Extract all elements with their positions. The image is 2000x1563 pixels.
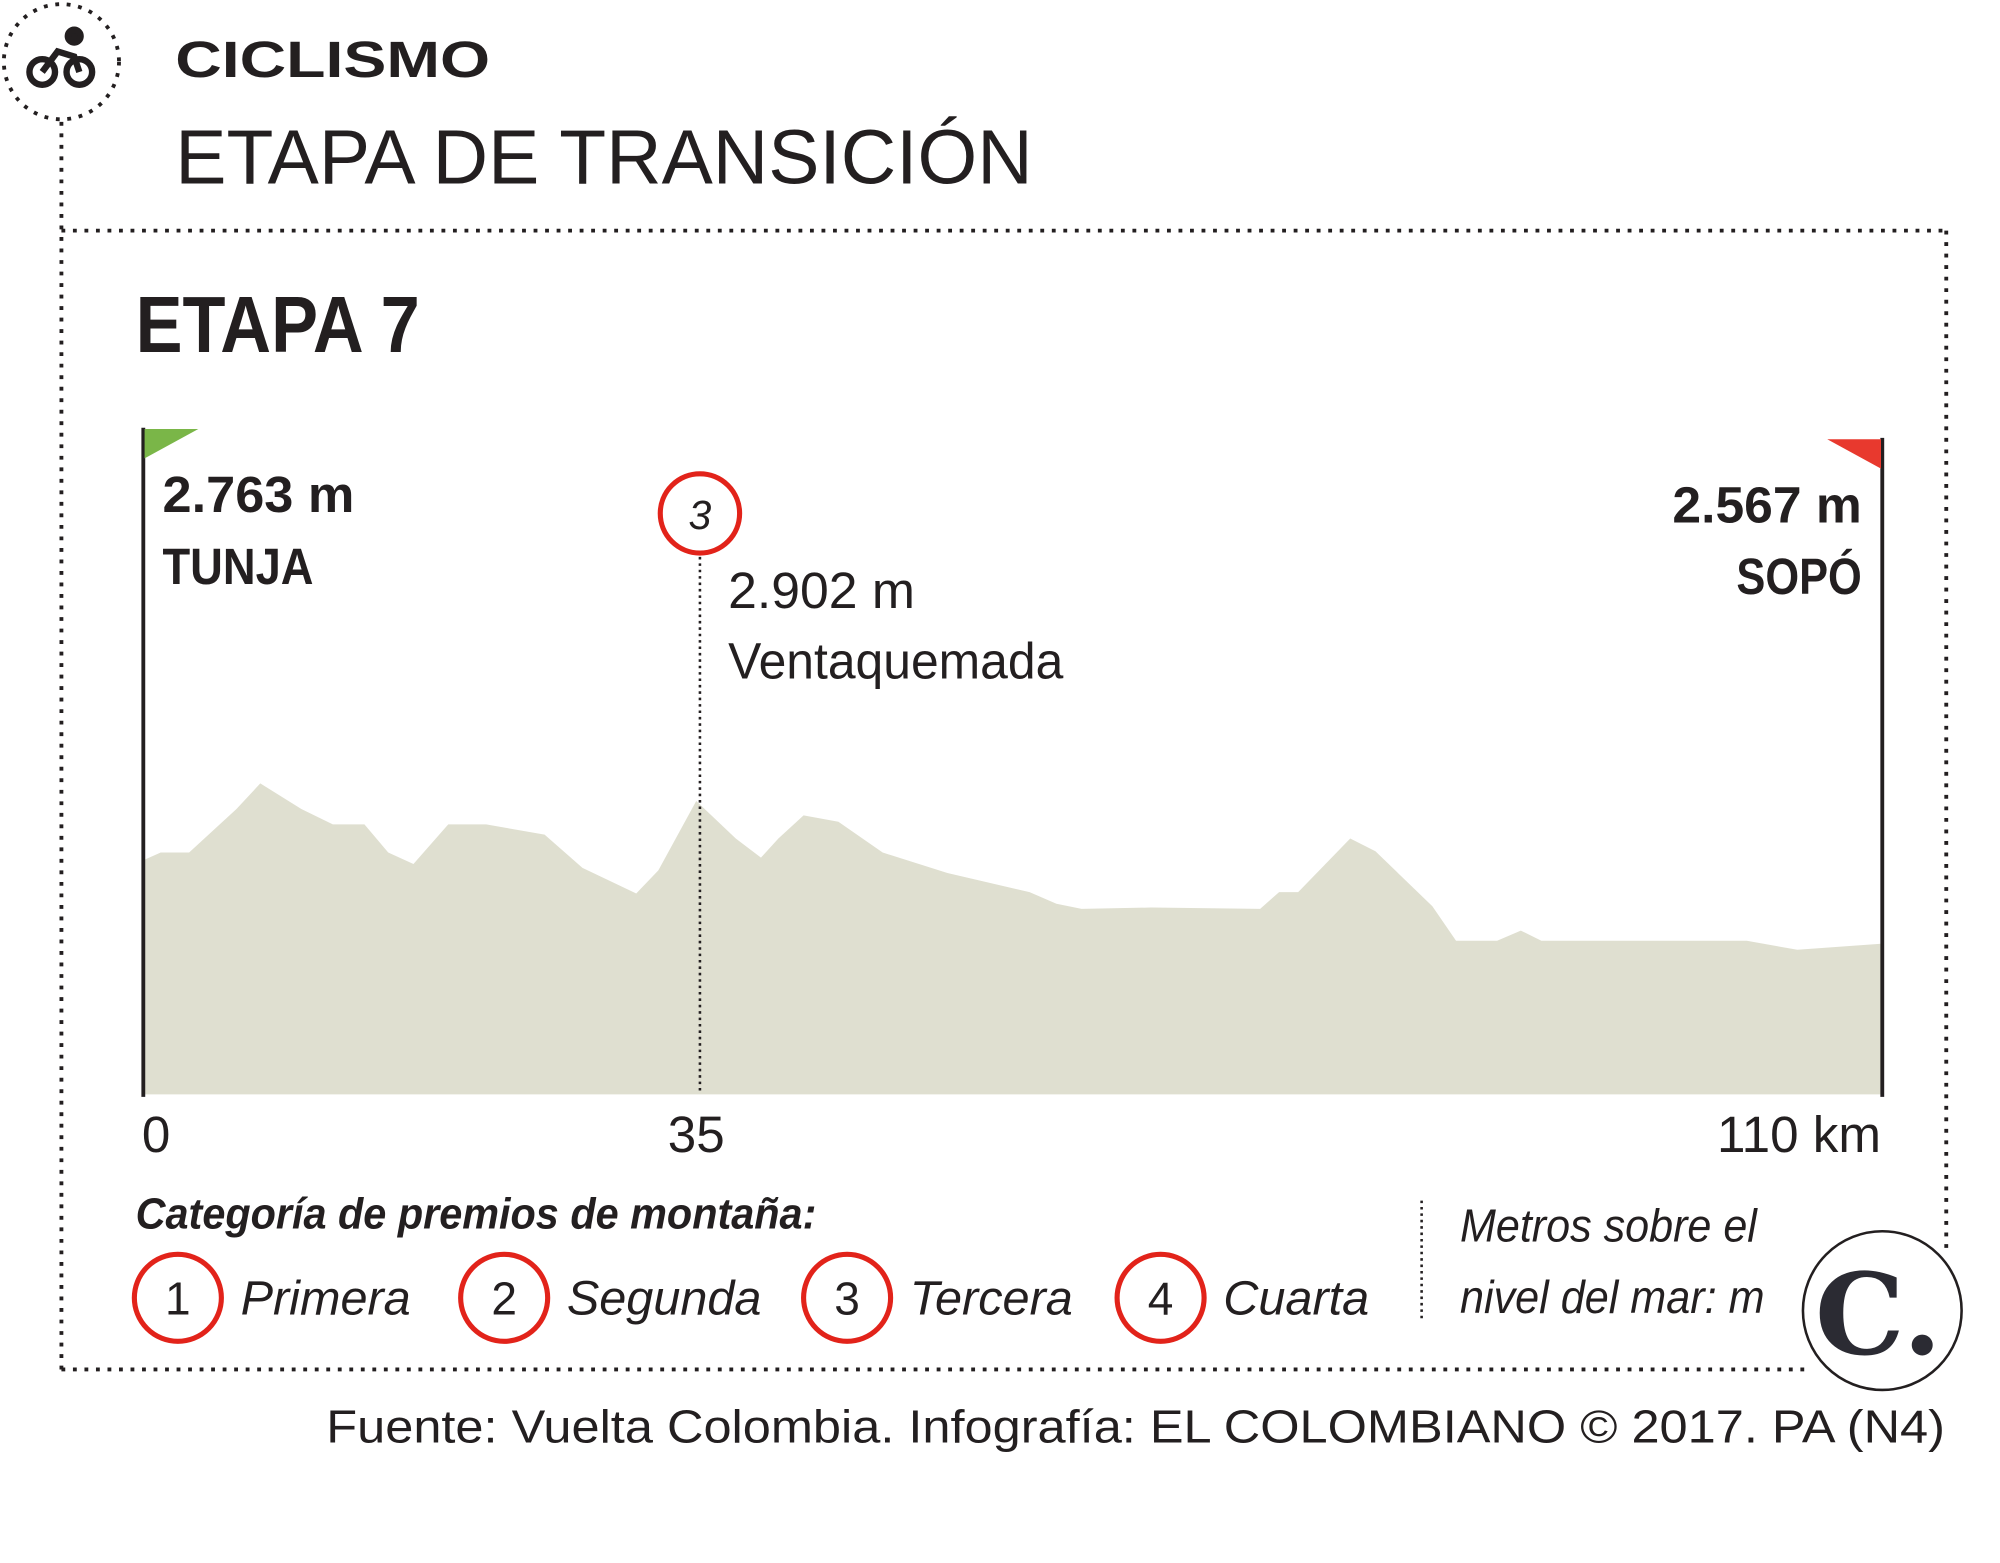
el-colombiano-logo: [1801, 1229, 1963, 1392]
category-badge: [801, 1251, 894, 1344]
legend-item-primera: 1 Primera: [131, 1251, 411, 1344]
climb-category: 3: [689, 492, 712, 538]
x-tick-label: 110 km: [1717, 1106, 1881, 1163]
units-line-1: Metros sobre el: [1460, 1200, 1759, 1252]
start-name: TUNJA: [163, 538, 314, 595]
x-tick-label: 35: [668, 1106, 725, 1163]
cyclist-icon: [26, 26, 96, 88]
start-altitude: 2.763 m: [163, 466, 355, 523]
finish-name: SOPÓ: [1736, 548, 1861, 605]
legend-item-segunda: 2 Segunda: [458, 1251, 762, 1344]
legend-item-tercera: 3 Tercera: [801, 1251, 1073, 1344]
category-badge: [131, 1251, 224, 1344]
logo-letter: C.: [1815, 1248, 1942, 1381]
category-number: 1: [165, 1272, 191, 1324]
category-number: 3: [834, 1272, 860, 1324]
footer-credit: Fuente: Vuelta Colombia. Infografía: EL …: [326, 1400, 1945, 1452]
stage-title: ETAPA 7: [136, 280, 420, 369]
climb-category-badge: [657, 471, 743, 556]
finish-altitude: 2.567 m: [1672, 476, 1861, 533]
climb-altitude: 2.902 m: [728, 562, 915, 619]
category-number: 4: [1148, 1272, 1174, 1324]
section-label: CICLISMO: [175, 31, 490, 88]
category-label: Cuarta: [1223, 1271, 1369, 1325]
elevation-profile-area: [143, 783, 1881, 1095]
category-label: Primera: [241, 1271, 411, 1325]
category-label: Segunda: [567, 1271, 762, 1325]
category-number: 2: [491, 1272, 517, 1324]
x-tick-label: 0: [142, 1106, 170, 1163]
units-line-2: nivel del mar: m: [1460, 1271, 1765, 1323]
climb-name: Ventaquemada: [728, 632, 1064, 689]
category-label: Tercera: [910, 1271, 1073, 1325]
dotted-frame: [1, 2, 1949, 1372]
category-badge: [458, 1251, 551, 1344]
legend-item-cuarta: 4 Cuarta: [1114, 1251, 1369, 1344]
finish-flag-icon: [1827, 439, 1881, 469]
legend-title: Categoría de premios de montaña:: [136, 1191, 817, 1239]
category-badge: [1114, 1251, 1207, 1344]
start-flag-icon: [144, 428, 199, 459]
page-title: ETAPA DE TRANSICIÓN: [175, 115, 1032, 200]
